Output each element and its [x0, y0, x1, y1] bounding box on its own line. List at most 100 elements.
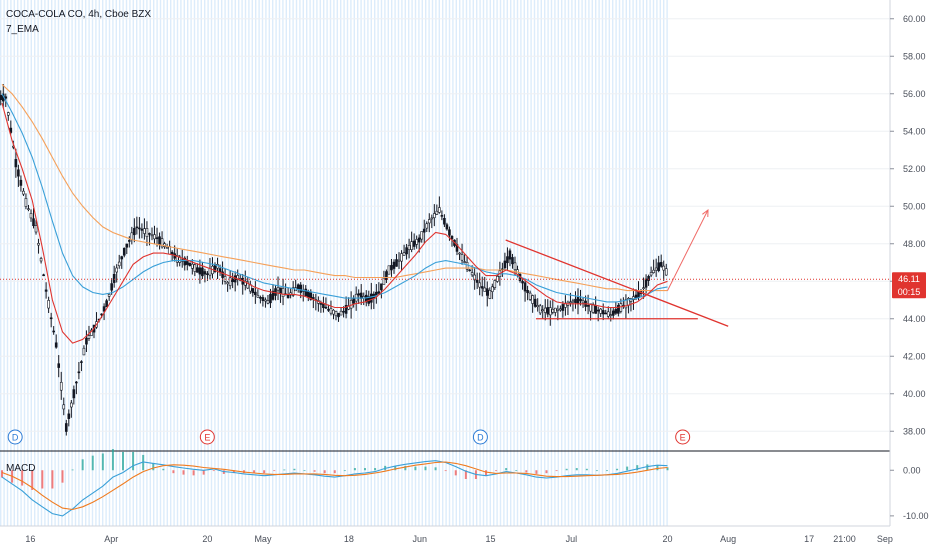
session-band [74, 0, 77, 526]
session-band [323, 0, 325, 526]
session-band [51, 0, 53, 526]
candle-body [102, 306, 106, 312]
candle-body [226, 282, 229, 285]
macd-histogram-bar [444, 470, 447, 472]
session-band [615, 0, 617, 526]
session-band [370, 0, 372, 526]
candle-body [324, 306, 328, 309]
candle-body [390, 265, 393, 271]
candle-body [508, 250, 512, 260]
candle-body [125, 243, 129, 248]
candle-body [559, 308, 562, 311]
session-band [547, 0, 549, 526]
session-band [656, 0, 658, 526]
session-band [275, 0, 277, 526]
session-band [30, 0, 32, 526]
macd-histogram-bar [374, 468, 377, 471]
session-band [554, 0, 556, 526]
candle-body [279, 287, 282, 294]
candle-body [596, 309, 600, 312]
earnings-marker[interactable]: E [199, 429, 215, 445]
session-band [0, 0, 2, 526]
candle-body [286, 294, 290, 299]
symbol-title[interactable]: COCA-COLA CO, 4h, Cboe BZX [6, 9, 151, 20]
dividend-marker[interactable]: D [472, 429, 488, 445]
session-band [479, 0, 481, 526]
macd-histogram-bar [182, 470, 185, 475]
candle-body [112, 273, 116, 283]
candle-body [581, 300, 585, 304]
macd-histogram-bar [333, 470, 336, 474]
candle-body [433, 213, 436, 219]
session-band [221, 0, 223, 526]
session-band [588, 0, 590, 526]
price-tick-label: 48.00 [903, 239, 926, 249]
candle-body [168, 246, 171, 255]
session-band [34, 0, 36, 526]
macd-histogram-bar [545, 470, 548, 474]
candle-body [221, 271, 224, 278]
session-band [306, 0, 308, 526]
candle-body [561, 304, 565, 311]
candle-body [435, 210, 439, 215]
candle-body [133, 228, 136, 236]
candle-body [538, 305, 542, 314]
session-band [316, 0, 318, 526]
candle-body [269, 294, 272, 304]
candle-body [609, 314, 613, 316]
candle-body [32, 218, 35, 227]
candle-body [251, 288, 255, 294]
session-band [380, 0, 383, 526]
forecast-arrow[interactable] [667, 209, 709, 291]
earnings-marker[interactable]: E [675, 429, 691, 445]
macd-histogram-bar [323, 470, 326, 474]
candle-body [82, 347, 86, 356]
candle-body [528, 292, 532, 300]
session-band [642, 0, 644, 526]
macd-scale[interactable]: 0.00 -10.00 [890, 465, 929, 521]
current-price-badge: 46.11 00:15 [892, 272, 926, 299]
dividend-marker[interactable]: D [7, 429, 23, 445]
time-axis[interactable]: 16 Apr 20 May 18 Jun 15 Jul 20 Aug 17 21:00 Sep [25, 534, 893, 544]
candle-body [183, 257, 187, 266]
candle-body [7, 112, 10, 116]
price-scale[interactable]: 60.0058.0056.0054.0052.0050.0048.0046.00… [890, 14, 926, 437]
candle-body [370, 293, 373, 303]
candle-body [296, 284, 300, 290]
session-band [561, 0, 563, 526]
session-band [248, 0, 250, 526]
candle-body [450, 236, 454, 240]
macd-histogram-bar [263, 470, 266, 474]
candle-body [0, 95, 3, 100]
candle-body [614, 308, 618, 314]
session-band [632, 0, 634, 526]
session-band [326, 0, 328, 526]
session-band [227, 0, 230, 526]
candle-body [299, 284, 303, 293]
session-band [57, 0, 60, 526]
session-band [272, 0, 274, 526]
session-band [639, 0, 641, 526]
candle-body [27, 208, 30, 210]
time-tick-label: 20 [662, 534, 672, 544]
session-band [353, 0, 355, 526]
candle-body [576, 296, 580, 305]
candle-body [196, 267, 199, 273]
drawings[interactable] [505, 208, 729, 327]
macd-histogram-bar [434, 467, 437, 471]
session-band [241, 0, 243, 526]
ema-fast-line [1, 102, 668, 344]
session-band [608, 0, 610, 526]
candle-body [193, 264, 197, 272]
macd-histogram-bar [343, 470, 346, 472]
time-tick-label: Jun [412, 534, 427, 544]
macd-label[interactable]: MACD [6, 463, 35, 474]
candle-body [574, 298, 577, 303]
session-band [397, 0, 400, 526]
macd-histogram-bar [91, 455, 94, 471]
candle-body [541, 309, 545, 312]
trend-line[interactable] [505, 239, 729, 327]
indicator-label[interactable]: 7_EMA [6, 24, 39, 35]
